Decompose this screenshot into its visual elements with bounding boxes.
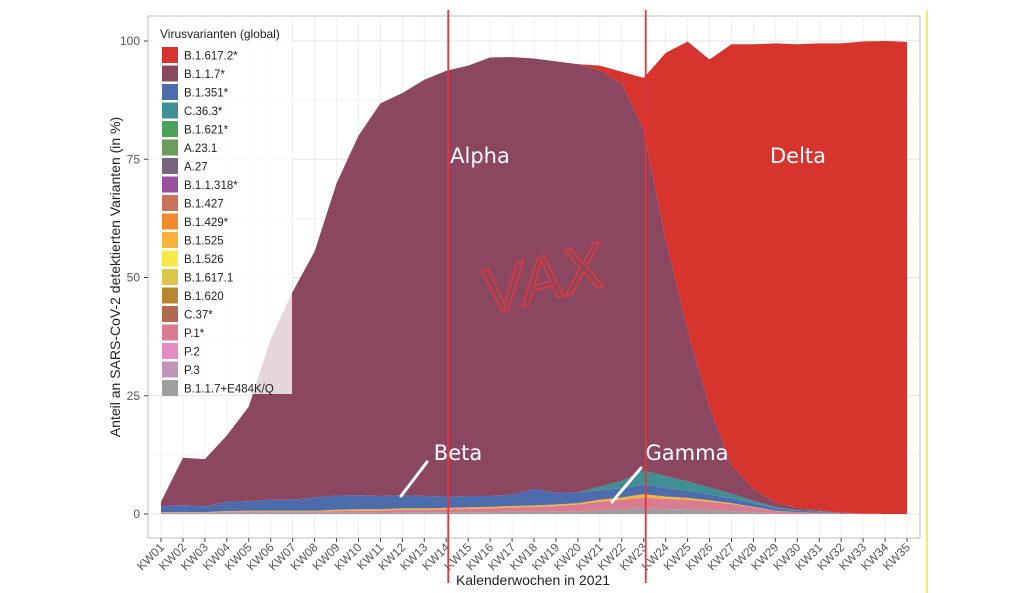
legend-swatch-b-1-1-7-e484k-q bbox=[162, 380, 178, 396]
legend-swatch-a-27 bbox=[162, 158, 178, 174]
legend-swatch-b-1-620 bbox=[162, 287, 178, 304]
legend-label-b-1-620: B.1.620 bbox=[184, 291, 224, 303]
annotation-alpha: Alpha bbox=[450, 144, 510, 168]
y-tick-label: 0 bbox=[133, 507, 140, 521]
legend-label-a-27: A.27 bbox=[184, 162, 208, 174]
annotation-beta: Beta bbox=[434, 441, 482, 465]
beta-pointer bbox=[399, 460, 429, 498]
legend-label-b-1-525: B.1.525 bbox=[184, 236, 224, 248]
legend-label-p-1: P.1* bbox=[184, 328, 205, 340]
legend-swatch-b-1-427 bbox=[162, 195, 178, 211]
legend-swatch-b-1-1-7 bbox=[162, 65, 178, 82]
legend-label-p-2: P.2 bbox=[184, 347, 200, 359]
y-tick-label: 75 bbox=[127, 152, 141, 166]
area-b-1-351 bbox=[161, 484, 907, 514]
area-b-1-1-7 bbox=[161, 57, 907, 514]
area-b-1-617-2 bbox=[161, 41, 907, 514]
legend-label-b-1-1-7: B.1.1.7* bbox=[184, 69, 225, 81]
y-axis-title: Anteil an SARS-CoV-2 detektierten Varian… bbox=[107, 117, 123, 437]
legend-label-a-23-1: A.23.1 bbox=[184, 143, 217, 155]
stacked-areas bbox=[161, 41, 907, 514]
legend-label-b-1-617-2: B.1.617.2* bbox=[184, 51, 238, 63]
legend-swatch-b-1-429 bbox=[162, 213, 178, 230]
legend-swatch-b-1-525 bbox=[162, 232, 178, 248]
legend-label-b-1-429: B.1.429* bbox=[184, 217, 229, 229]
legend-swatch-b-1-621 bbox=[162, 121, 178, 137]
legend-label-c-36-3: C.36.3* bbox=[184, 106, 223, 118]
legend-label-b-1-427: B.1.427 bbox=[184, 199, 224, 211]
legend-swatch-a-23-1 bbox=[162, 139, 178, 156]
legend: Virusvarianten (global) B.1.617.2* B.1.1.7… bbox=[152, 20, 292, 396]
legend-title: Virusvarianten (global) bbox=[160, 27, 280, 41]
x-axis-title: Kalenderwochen in 2021 bbox=[456, 572, 610, 588]
y-axis-ticks: 0 25 50 75 100 bbox=[120, 34, 148, 521]
y-tick-label: 50 bbox=[127, 271, 141, 285]
legend-swatch-c-36-3 bbox=[162, 102, 178, 119]
legend-label-b-1-351: B.1.351* bbox=[184, 88, 229, 100]
legend-swatch-c-37 bbox=[162, 306, 178, 322]
legend-swatch-b-1-526 bbox=[162, 250, 178, 267]
y-tick-label: 100 bbox=[120, 34, 140, 48]
annotation-gamma: Gamma bbox=[646, 441, 729, 465]
legend-label-b-1-617-1: B.1.617.1 bbox=[184, 273, 233, 285]
gamma-pointer bbox=[610, 466, 643, 504]
legend-swatch-b-1-1-318 bbox=[162, 176, 178, 193]
legend-swatch-b-1-351 bbox=[162, 84, 178, 100]
legend-swatch-p-1 bbox=[162, 324, 178, 341]
y-tick-label: 25 bbox=[127, 389, 141, 403]
legend-label-p-3: P.3 bbox=[184, 365, 200, 377]
legend-swatch-b-1-617-1 bbox=[162, 269, 178, 285]
legend-swatch-p-2 bbox=[162, 343, 178, 359]
legend-label-b-1-526: B.1.526 bbox=[184, 254, 224, 266]
area-p-1 bbox=[161, 497, 907, 514]
legend-swatch-p-3 bbox=[162, 361, 178, 378]
legend-label-b-1-621: B.1.621* bbox=[184, 125, 229, 137]
legend-label-b-1-1-7-e484k-q: B.1.1.7+E484K/Q bbox=[184, 384, 274, 396]
vertical-markers bbox=[447, 10, 647, 583]
legend-label-c-37: C.37* bbox=[184, 310, 213, 322]
legend-swatch-b-1-617-2 bbox=[162, 47, 178, 63]
legend-label-b-1-1-318: B.1.1.318* bbox=[184, 180, 238, 192]
x-axis-ticks: KW01KW02KW03KW04KW05KW06KW07KW08KW09KW10… bbox=[134, 538, 913, 573]
annotation-delta: Delta bbox=[770, 144, 826, 168]
